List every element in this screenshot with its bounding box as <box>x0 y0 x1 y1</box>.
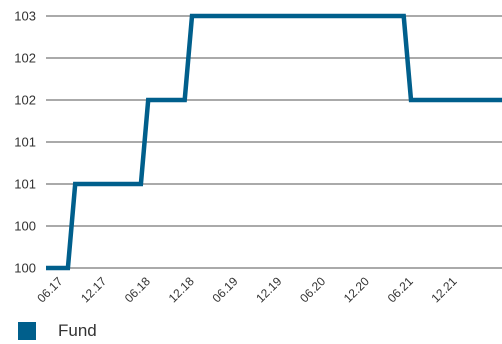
legend: Fund <box>18 320 97 342</box>
y-axis-tick-labels: 100 100 101 101 102 102 103 <box>14 9 36 276</box>
x-tick-label: 12.19 <box>253 274 284 305</box>
x-tick-label: 06.18 <box>122 274 153 305</box>
y-tick-label: 102 <box>14 51 36 66</box>
y-tick-label: 100 <box>14 261 36 276</box>
x-axis-tick-labels: 06.17 12.17 06.18 12.18 06.19 12.19 06.20 12.20… <box>34 274 460 305</box>
y-tick-label: 103 <box>14 9 36 24</box>
line-chart: 100 100 101 101 102 102 103 06.17 12.17 06.18 12.… <box>14 9 502 305</box>
legend-label-fund: Fund <box>58 321 97 340</box>
x-tick-label: 06.19 <box>209 274 240 305</box>
x-tick-label: 12.21 <box>428 274 459 305</box>
y-tick-label: 102 <box>14 93 36 108</box>
gridlines <box>46 15 502 269</box>
x-tick-label: 06.20 <box>297 274 328 305</box>
series-line-fund <box>46 13 502 271</box>
x-tick-label: 06.17 <box>34 274 65 305</box>
x-tick-label: 06.21 <box>385 274 416 305</box>
x-tick-label: 12.18 <box>166 274 197 305</box>
y-tick-label: 101 <box>14 177 36 192</box>
y-tick-label: 101 <box>14 135 36 150</box>
x-tick-label: 12.20 <box>341 274 372 305</box>
legend-swatch-fund <box>18 322 36 340</box>
y-tick-label: 100 <box>14 219 36 234</box>
x-tick-label: 12.17 <box>78 274 109 305</box>
